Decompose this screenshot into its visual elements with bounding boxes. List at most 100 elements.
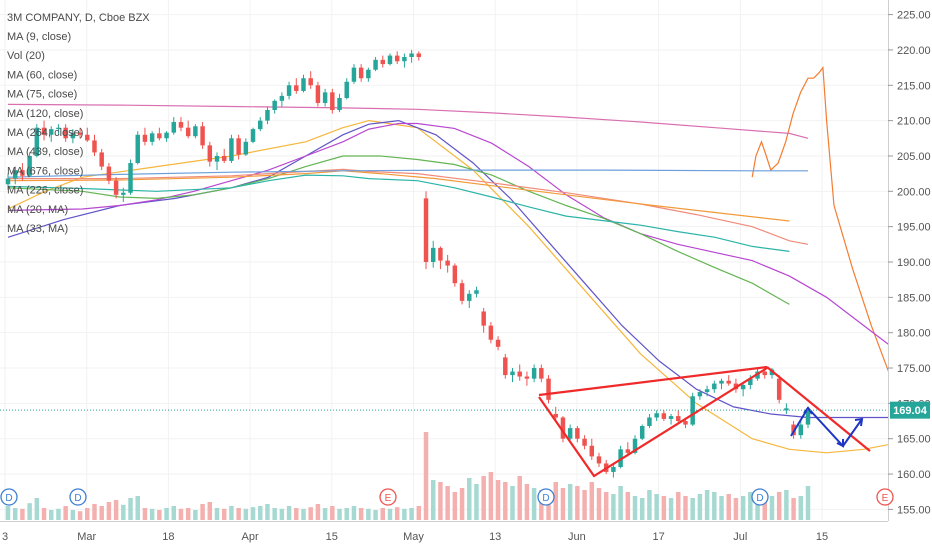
- volume-bar: [575, 486, 580, 520]
- volume-bar: [805, 486, 811, 520]
- red-trendline-lower[interactable]: [538, 367, 768, 478]
- volume-bar: [200, 504, 205, 520]
- volume-bar: [121, 504, 126, 520]
- legend-indicator: MA (60, close): [7, 69, 77, 81]
- candle-body: [113, 180, 119, 195]
- volume-bar: [243, 508, 249, 520]
- candle-body: [517, 371, 522, 377]
- candle-body: [178, 122, 184, 128]
- volume-bar: [452, 492, 458, 520]
- volume-bar: [654, 494, 659, 520]
- volume-bar: [128, 498, 133, 520]
- candle-body: [70, 132, 76, 139]
- candle-body: [467, 293, 472, 301]
- legend: 3M COMPANY, D, Cboe BZX MA (9, close) Vol…: [7, 12, 150, 235]
- price-axis[interactable]: 225.00 220.00 215.00 210.00 205.00 200.00 195.…: [888, 0, 931, 521]
- event-marker-label: D: [5, 493, 12, 504]
- candle-body: [589, 445, 595, 457]
- event-marker-label: D: [542, 493, 549, 504]
- volume-bar: [272, 508, 277, 520]
- volume-bar: [539, 490, 544, 520]
- event-marker-label: E: [385, 493, 392, 504]
- volume-bar: [661, 496, 667, 520]
- candle-body: [34, 127, 40, 156]
- volume-bar: [106, 502, 112, 520]
- volume-bar: [258, 506, 263, 520]
- volume-bar: [776, 492, 782, 520]
- price-tick-label: 195.00: [897, 222, 931, 234]
- candle-body: [567, 428, 573, 439]
- moving-average-line: [7, 170, 790, 222]
- candle-body: [445, 260, 450, 266]
- candle-body: [366, 69, 371, 79]
- volume-bar: [337, 508, 342, 520]
- candle-body: [63, 127, 68, 139]
- candle-body: [647, 417, 652, 426]
- volume-bar: [546, 492, 551, 520]
- volume-bar: [394, 507, 400, 520]
- volume-bar: [409, 508, 414, 520]
- candle-body: [531, 368, 537, 379]
- candles: [5, 49, 811, 478]
- volume-bar: [798, 496, 804, 520]
- event-marker[interactable]: E: [379, 488, 397, 506]
- volume-bar: [510, 486, 515, 520]
- time-tick-label: 13: [489, 531, 501, 543]
- volume-bar: [387, 508, 393, 520]
- legend-indicator: Vol (20): [7, 50, 45, 62]
- candle-body: [510, 371, 515, 376]
- event-marker[interactable]: D: [0, 488, 18, 506]
- red-trendline-upper[interactable]: [538, 365, 768, 397]
- legend-indicator: MA (9, close): [7, 31, 71, 43]
- drawings[interactable]: [538, 365, 871, 478]
- legend-indicator: MA (226, close): [7, 185, 83, 197]
- price-tick-label: 210.00: [897, 116, 931, 128]
- event-marker[interactable]: D: [69, 488, 87, 506]
- candle-body: [798, 424, 804, 436]
- time-axis[interactable]: 3 Mar 18 Apr 15 May 13 Jun 17 Jul 15: [0, 521, 888, 544]
- time-tick-label: 18: [162, 531, 174, 543]
- volume-bar: [56, 508, 61, 520]
- volume-bar: [236, 508, 241, 520]
- candle-body: [762, 371, 767, 376]
- candle-body: [214, 155, 220, 162]
- candle-body: [712, 383, 717, 390]
- volume-bar: [524, 484, 530, 520]
- price-tick-label: 180.00: [897, 328, 931, 340]
- volume-bar: [567, 484, 573, 520]
- volume-bar: [459, 488, 465, 520]
- volume-bar: [207, 502, 213, 520]
- volume-bar: [719, 496, 724, 520]
- volume-bar: [221, 508, 227, 520]
- red-trendline-descending[interactable]: [766, 366, 871, 452]
- candle-body: [632, 438, 638, 453]
- candle-body: [164, 132, 169, 139]
- volume-bar: [380, 508, 386, 520]
- volume-bar: [402, 508, 407, 520]
- event-marker[interactable]: E: [876, 488, 894, 506]
- symbol-title: 3M COMPANY, D, Cboe BZX: [7, 12, 150, 24]
- candle-body: [438, 247, 443, 261]
- volume-bar: [474, 484, 479, 520]
- price-tick-label: 160.00: [897, 469, 931, 481]
- moving-average-line: [7, 122, 888, 345]
- volume-bar: [596, 488, 602, 520]
- volume-bar: [467, 478, 472, 520]
- event-marker[interactable]: D: [751, 488, 769, 506]
- candle-body: [301, 78, 306, 91]
- candle-body: [740, 384, 746, 390]
- volume-bar: [171, 506, 176, 520]
- event-marker[interactable]: D: [537, 488, 555, 506]
- volume-bar: [416, 506, 422, 520]
- volume-bar: [315, 504, 321, 520]
- candle-body: [92, 140, 97, 153]
- blue-projection-path[interactable]: [790, 406, 863, 448]
- price-tick-label: 190.00: [897, 257, 931, 269]
- candle-body: [12, 170, 18, 179]
- volume-bar: [683, 496, 688, 520]
- volume-bar: [301, 508, 306, 520]
- moving-average-line: [751, 65, 888, 372]
- time-tick-label: Mar: [77, 531, 96, 543]
